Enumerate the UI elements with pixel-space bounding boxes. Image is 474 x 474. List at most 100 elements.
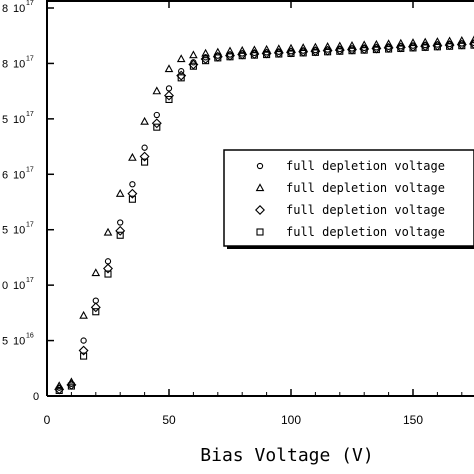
legend: full depletion voltage full depletion vol… [223, 149, 474, 249]
point-square-70 [214, 54, 222, 62]
point-square-75 [226, 53, 234, 61]
legend-entry-circle: full depletion voltage [286, 159, 445, 173]
point-square-30 [116, 231, 124, 239]
y-tick-exponent: 17 [26, 166, 34, 173]
point-square-80 [238, 52, 246, 60]
point-square-10 [67, 382, 75, 390]
y-tick-mantissa: 10 [13, 58, 25, 70]
point-circle-30 [117, 219, 124, 226]
point-triangle-130 [359, 40, 369, 49]
point-square-115 [324, 48, 332, 56]
y-tick-mantissa: 10 [13, 225, 25, 237]
point-triangle-35 [128, 152, 137, 161]
y-tick-prefix: 8 [2, 58, 8, 70]
point-square-40 [141, 158, 149, 166]
y-tick-prefix: 5 [2, 225, 8, 237]
point-diamond-15 [78, 345, 89, 356]
y-tick-mantissa: 10 [13, 169, 25, 181]
point-triangle-30 [115, 188, 125, 197]
y-tick-exponent: 17 [26, 55, 34, 62]
y-tick-prefix: 5 [2, 336, 8, 348]
point-triangle-155 [420, 37, 430, 46]
point-triangle-90 [262, 44, 271, 53]
point-circle-15 [80, 337, 87, 344]
point-square-150 [409, 44, 417, 52]
point-triangle-140 [384, 39, 393, 48]
point-triangle-95 [274, 44, 284, 53]
point-triangle-105 [298, 43, 308, 52]
y-tick-prefix: 5 [2, 114, 8, 126]
point-triangle-5 [54, 381, 64, 390]
point-square-105 [299, 49, 307, 57]
point-triangle-65 [201, 48, 210, 57]
point-square-15 [80, 352, 88, 360]
point-square-170 [458, 42, 466, 50]
legend-entry-triangle: full depletion voltage [286, 181, 445, 195]
y-tick-exponent: 17 [26, 0, 34, 7]
point-diamond-55 [176, 70, 187, 81]
x-tick-label-50: 50 [162, 413, 176, 427]
data-points [54, 35, 474, 395]
point-triangle-135 [372, 39, 381, 48]
series-square [55, 41, 474, 395]
y-tick-label-0: 0 [33, 391, 39, 403]
y-tick-label-6: 8 10 17 [2, 55, 34, 70]
x-tick-label-100: 100 [281, 413, 301, 427]
point-triangle-40 [140, 116, 149, 125]
y-tick-prefix: 6 [2, 169, 8, 181]
point-triangle-170 [457, 35, 467, 44]
legend-entry-diamond: full depletion voltage [286, 203, 445, 217]
y-tick-exponent: 17 [26, 222, 34, 229]
y-tick-label-5: 5 10 17 [2, 111, 34, 126]
point-circle-35 [129, 181, 136, 188]
point-triangle-100 [286, 43, 296, 52]
point-square-45 [153, 123, 161, 131]
point-triangle-20 [91, 268, 101, 277]
x-axis-label: Bias Voltage (V) [200, 445, 373, 466]
point-triangle-165 [445, 36, 454, 45]
point-square-90 [263, 51, 271, 59]
y-tick-label-4: 6 10 17 [2, 166, 34, 181]
y-tick-exponent: 17 [26, 277, 34, 284]
legend-entry-square: full depletion voltage [286, 225, 445, 239]
point-triangle-115 [323, 42, 332, 50]
y-tick-label-1: 5 10 16 [2, 333, 34, 348]
point-square-55 [177, 74, 185, 82]
point-square-100 [287, 49, 295, 58]
point-square-140 [385, 45, 393, 53]
point-triangle-60 [189, 50, 198, 59]
series-triangle [54, 35, 474, 390]
point-diamond-40 [139, 151, 150, 162]
point-square-160 [433, 43, 441, 51]
point-diamond-50 [164, 90, 174, 101]
y-tick-mantissa: 10 [13, 3, 25, 15]
point-triangle-45 [152, 86, 162, 95]
point-diamond-25 [103, 263, 113, 274]
point-diamond-30 [115, 225, 126, 236]
point-triangle-160 [433, 37, 442, 45]
point-square-120 [336, 47, 344, 55]
point-diamond-20 [90, 302, 101, 313]
y-tick-label-7: 8 10 17 [2, 0, 34, 15]
point-square-175 [470, 41, 474, 49]
point-square-25 [104, 270, 112, 278]
point-triangle-85 [250, 45, 259, 54]
point-circle-40 [141, 144, 148, 151]
point-square-85 [250, 51, 258, 59]
point-square-165 [446, 42, 454, 50]
point-square-130 [360, 46, 368, 54]
x-tick-label-0: 0 [44, 413, 51, 427]
point-square-65 [202, 57, 210, 65]
y-tick-prefix: 8 [2, 3, 8, 15]
y-tick-prefix: 0 [2, 280, 8, 292]
point-triangle-175 [469, 35, 474, 44]
point-square-135 [372, 46, 380, 54]
legend-marker-diamond [255, 205, 265, 215]
y-tick-mantissa: 10 [13, 280, 25, 292]
point-square-5 [55, 386, 63, 395]
y-tick-mantissa: 10 [13, 114, 25, 126]
point-triangle-120 [335, 41, 345, 50]
point-square-35 [128, 195, 136, 203]
y-tick-label-3: 5 10 17 [2, 222, 34, 237]
